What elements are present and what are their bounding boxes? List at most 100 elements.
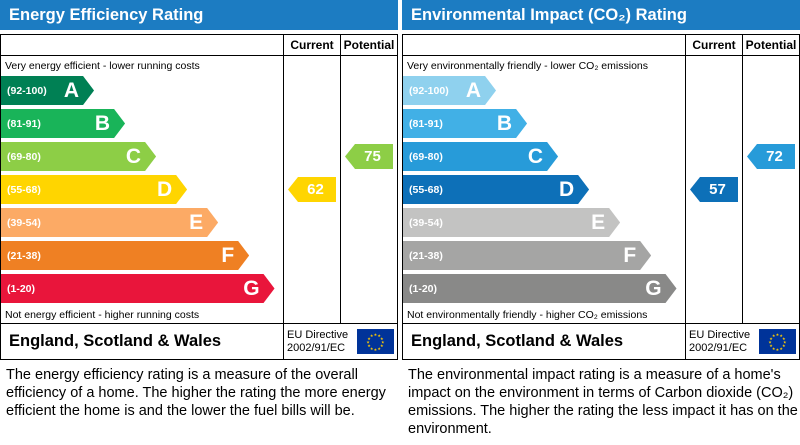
band-range: (69-80)	[7, 150, 41, 163]
svg-text:★: ★	[769, 336, 773, 341]
band-range: (69-80)	[409, 150, 443, 163]
current-rating-indicator: 62	[288, 177, 336, 202]
svg-text:★: ★	[370, 346, 374, 351]
band-track: (69-80) C	[1, 140, 283, 173]
svg-text:★: ★	[772, 346, 776, 351]
current-cell	[283, 239, 340, 272]
current-cell	[685, 305, 742, 323]
energy-panel-title: Energy Efficiency Rating	[0, 0, 398, 30]
current-cell	[283, 74, 340, 107]
current-cell	[685, 56, 742, 74]
band-row-a: (92-100) A	[1, 74, 397, 107]
band-row-c: (69-80) C 75	[1, 140, 397, 173]
current-cell	[685, 140, 742, 173]
potential-cell	[340, 107, 397, 140]
environmental-panel-title: Environmental Impact (CO₂) Rating	[402, 0, 800, 30]
band-row-f: (21-38) F	[1, 239, 397, 272]
band-rows: (92-100) A (81-91) B (69-80) C 75 (55-68) D 62 (39…	[1, 74, 397, 305]
eu-directive-line1: EU Directive	[287, 328, 349, 341]
svg-text:★: ★	[779, 333, 783, 338]
band-a: (92-100) A	[1, 76, 94, 105]
environmental-rating-chart: Current Potential Very environmentally f…	[402, 34, 800, 324]
band-row-g: (1-20) G	[403, 272, 799, 305]
svg-text:★: ★	[769, 343, 773, 348]
energy-efficiency-panel: Energy Efficiency Rating Current Potenti…	[0, 0, 398, 439]
potential-cell	[742, 206, 799, 239]
top-note-row: Very energy efficient - lower running co…	[1, 56, 397, 74]
band-track: (69-80) C	[403, 140, 685, 173]
top-note: Very environmentally friendly - lower CO…	[407, 60, 648, 72]
potential-cell	[340, 206, 397, 239]
potential-column-header: Potential	[742, 35, 799, 55]
svg-text:★: ★	[779, 346, 783, 351]
band-range: (39-54)	[409, 216, 443, 229]
eu-directive-line2: 2002/91/EC	[287, 341, 346, 354]
potential-cell	[742, 107, 799, 140]
current-cell	[283, 56, 340, 74]
band-g: (1-20) G	[403, 274, 677, 303]
band-f: (21-38) F	[403, 241, 651, 270]
svg-text:★: ★	[374, 347, 378, 352]
band-c: (69-80) C	[1, 142, 156, 171]
bottom-note: Not environmentally friendly - higher CO…	[407, 309, 648, 321]
svg-text:★: ★	[367, 336, 371, 341]
current-rating-indicator: 57	[690, 177, 738, 202]
band-row-e: (39-54) E	[1, 206, 397, 239]
band-track: (55-68) D	[403, 173, 685, 206]
top-note-row: Very environmentally friendly - lower CO…	[403, 56, 799, 74]
band-track: (81-91) B	[1, 107, 283, 140]
current-cell	[283, 107, 340, 140]
potential-cell	[340, 74, 397, 107]
current-column-header: Current	[283, 35, 340, 55]
band-track: (39-54) E	[1, 206, 283, 239]
top-note: Very energy efficient - lower running co…	[5, 60, 200, 72]
svg-text:★: ★	[366, 339, 370, 344]
energy-description: The energy efficiency rating is a measur…	[6, 367, 386, 420]
region-label: England, Scotland & Wales	[411, 332, 624, 350]
band-track: (21-38) F	[403, 239, 685, 272]
band-range: (21-38)	[409, 249, 443, 262]
svg-text:★: ★	[782, 336, 786, 341]
svg-text:★: ★	[374, 332, 378, 337]
current-column-header: Current	[685, 35, 742, 55]
chart-header-row: Current Potential	[403, 35, 799, 56]
band-letter: C	[125, 145, 142, 168]
band-track: (1-20) G	[1, 272, 283, 305]
current-cell	[685, 206, 742, 239]
svg-text:★: ★	[367, 343, 371, 348]
band-row-a: (92-100) A	[403, 74, 799, 107]
band-letter: G	[243, 277, 260, 300]
current-cell	[685, 74, 742, 107]
chart-footer: England, Scotland & Wales EU Directive 2…	[0, 324, 398, 360]
band-letter: E	[189, 211, 204, 234]
band-range: (55-68)	[7, 183, 41, 196]
environmental-impact-panel: Environmental Impact (CO₂) Rating Curren…	[402, 0, 800, 439]
band-letter: D	[156, 178, 173, 201]
svg-text:★: ★	[782, 343, 786, 348]
potential-cell	[340, 305, 397, 323]
bottom-note-row: Not environmentally friendly - higher CO…	[403, 305, 799, 323]
band-range: (1-20)	[7, 282, 36, 295]
chart-footer: England, Scotland & Wales EU Directive 2…	[402, 324, 800, 360]
potential-cell	[742, 239, 799, 272]
band-c: (69-80) C	[403, 142, 558, 171]
svg-text:★: ★	[377, 346, 381, 351]
eu-directive: EU Directive 2002/91/EC ★ ★ ★ ★ ★ ★ ★ ★ ★ ★ ★ ★	[685, 324, 799, 359]
potential-rating-indicator: 75	[345, 144, 393, 169]
band-e: (39-54) E	[403, 208, 620, 237]
potential-column-header: Potential	[340, 35, 397, 55]
potential-cell	[742, 272, 799, 305]
region-label: England, Scotland & Wales	[9, 332, 222, 350]
eu-flag-icon: ★ ★★ ★★★ ★★★ ★★★	[357, 329, 394, 354]
band-row-b: (81-91) B	[403, 107, 799, 140]
potential-cell	[742, 305, 799, 323]
band-range: (1-20)	[409, 282, 438, 295]
potential-cell	[340, 239, 397, 272]
band-track: (1-20) G	[403, 272, 685, 305]
band-letter: D	[558, 178, 575, 201]
energy-rating-chart: Current Potential Very energy efficient …	[0, 34, 398, 324]
band-letter: G	[645, 277, 662, 300]
potential-cell	[340, 173, 397, 206]
band-row-d: (55-68) D 57	[403, 173, 799, 206]
